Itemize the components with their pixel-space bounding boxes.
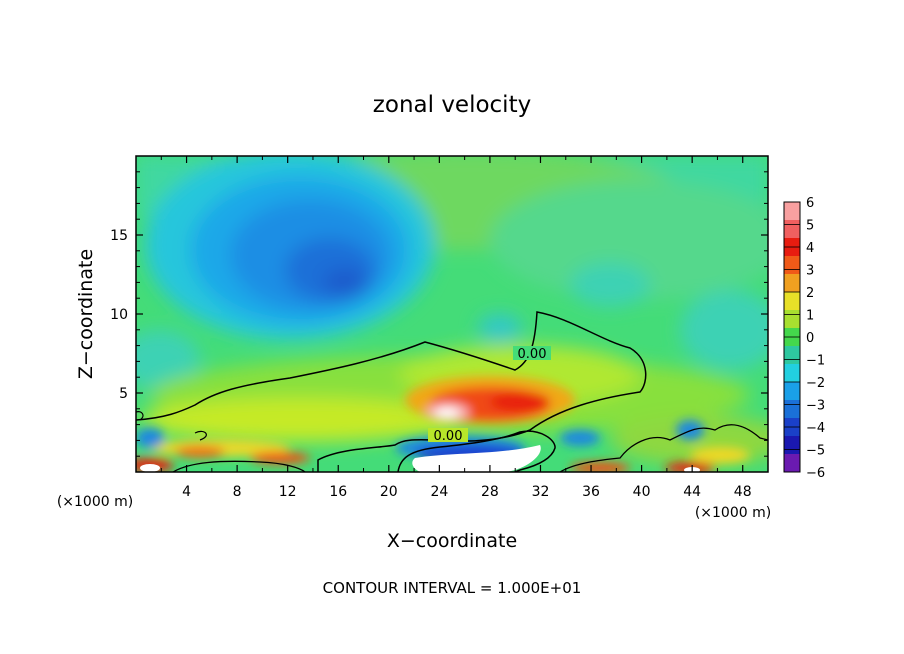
colorbar-label: 5 [806,219,814,234]
x-tick-label: 32 [532,484,550,500]
x-tick-label: 36 [582,484,600,500]
zero-contour-small [136,411,207,441]
colorbar-label: −6 [806,466,825,481]
colorbar-label: −4 [806,421,825,436]
colorbar-label: 3 [806,264,814,279]
contour-label-upper: 0.00 [518,347,547,362]
colorbar-swatch [784,346,800,365]
colorbar-swatch [784,256,800,275]
y-tick-label: 15 [110,228,128,244]
colorbar-swatch [784,382,800,401]
zero-contour-left [172,460,306,472]
contour-label-bg [428,428,468,442]
x-tick-label: 48 [734,484,752,500]
x-tick-label: 28 [481,484,499,500]
x-unit-left: (×1000 m) [57,494,133,510]
colorbar-swatch [784,220,800,239]
colorbar-swatch [784,310,800,329]
colorbar-label: 6 [806,196,814,211]
colorbar-swatch [784,202,800,221]
y-tick-label: 10 [110,307,128,323]
x-tick-label: 24 [430,484,448,500]
y-axis: 5 10 15 [110,171,768,457]
colorbar-swatch [784,292,800,311]
colorbar-label: 0 [806,331,814,346]
zero-contour-right [559,424,768,472]
x-tick-label: 16 [329,484,347,500]
colorbar-label: −3 [806,399,825,414]
colorbar-swatch [784,454,800,473]
colorbar-label: 2 [806,286,814,301]
x-tick-label: 44 [683,484,701,500]
x-unit-right: (×1000 m) [695,505,771,521]
x-tick-label: 4 [182,484,191,500]
x-tick-label: 8 [233,484,242,500]
chart-title: zonal velocity [373,92,531,118]
colorbar-label: −1 [806,354,825,369]
colorbar-swatch [784,364,800,383]
colorbar: 6 5 4 3 2 1 0 −1 −2 −3 −4 −5 −6 [783,196,825,481]
colorbar-swatch [784,436,800,455]
x-tick-label: 40 [633,484,651,500]
colorbar-label: 1 [806,309,814,324]
x-axis: 4 8 12 16 20 24 28 32 36 40 44 48 [160,156,752,500]
contour-label-lower: 0.00 [434,429,463,444]
colorbar-label: −5 [806,444,825,459]
zero-contour-lower [397,430,556,472]
colorbar-label: 4 [806,241,814,256]
contour-interval-footer: CONTOUR INTERVAL = 1.000E+01 [323,579,582,597]
x-tick-label: 20 [380,484,398,500]
colorbar-swatch [784,274,800,293]
x-axis-label: X−coordinate [387,530,517,552]
colorbar-swatch [784,400,800,419]
colorbar-label: −2 [806,376,825,391]
heatmap-field [136,156,768,472]
x-tick-label: 12 [279,484,297,500]
y-tick-label: 5 [119,386,128,402]
y-axis-label: Z−coordinate [75,249,97,379]
contour-label-bg [513,346,551,360]
